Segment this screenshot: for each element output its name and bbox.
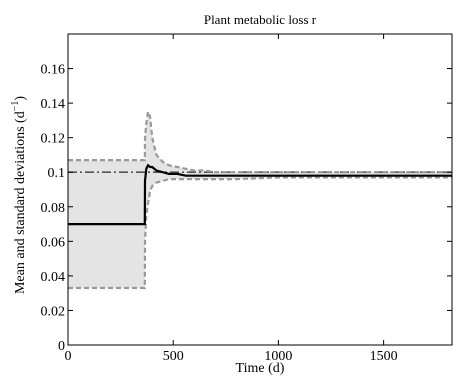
- y-tick-label: 0.12: [41, 132, 66, 147]
- x-tick-label: 1500: [370, 349, 398, 364]
- std-band: [68, 111, 452, 288]
- x-ticks: 0 500 1000 1500: [65, 34, 398, 364]
- x-tick-label: 1000: [264, 349, 292, 364]
- chart-title: Plant metabolic loss r: [204, 12, 317, 27]
- upper-std-line: [68, 107, 452, 174]
- std-band-layer: [68, 111, 452, 288]
- mean-line-layer: [68, 163, 452, 226]
- mean-line: [68, 163, 452, 226]
- x-tick-label: 0: [65, 349, 72, 364]
- y-tick-label: 0.14: [41, 97, 66, 112]
- y-axis-label: Mean and standard deviations (d−1): [10, 96, 28, 294]
- y-axis-label-main: Mean and standard deviations (d: [13, 111, 28, 294]
- y-ticks: 0 0.02 0.04 0.06 0.08 0.1 0.12 0.14 0.16: [41, 63, 452, 354]
- x-axis-label: Time (d): [236, 361, 285, 376]
- plot-frame: [67, 33, 453, 346]
- y-tick-label: 0.16: [41, 63, 66, 78]
- x-tick-label: 500: [163, 349, 184, 364]
- lower-std-line: [68, 176, 452, 290]
- y-tick-label: 0.06: [41, 235, 66, 250]
- y-tick-label: 0.08: [41, 201, 66, 216]
- y-axis-label-close: ): [13, 96, 28, 101]
- y-tick-label: 0: [58, 339, 65, 354]
- std-lines-layer: [68, 107, 452, 290]
- y-axis-label-exponent: −1: [10, 101, 21, 112]
- y-tick-label: 0.02: [41, 304, 66, 319]
- y-tick-label: 0.1: [48, 166, 66, 181]
- y-tick-label: 0.04: [41, 270, 66, 285]
